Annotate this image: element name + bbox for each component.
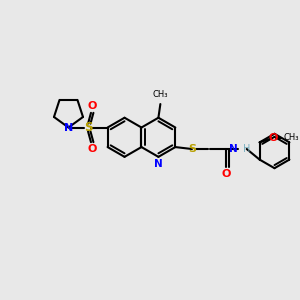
Text: O: O (268, 134, 278, 143)
Text: CH₃: CH₃ (283, 133, 298, 142)
Text: S: S (84, 121, 92, 134)
Text: CH₃: CH₃ (153, 90, 168, 99)
Text: H: H (243, 144, 250, 154)
Text: O: O (221, 169, 231, 178)
Text: N: N (229, 144, 238, 154)
Text: O: O (87, 101, 97, 111)
Text: N: N (154, 159, 163, 169)
Text: S: S (188, 144, 196, 154)
Text: O: O (87, 144, 97, 154)
Text: N: N (64, 122, 73, 133)
